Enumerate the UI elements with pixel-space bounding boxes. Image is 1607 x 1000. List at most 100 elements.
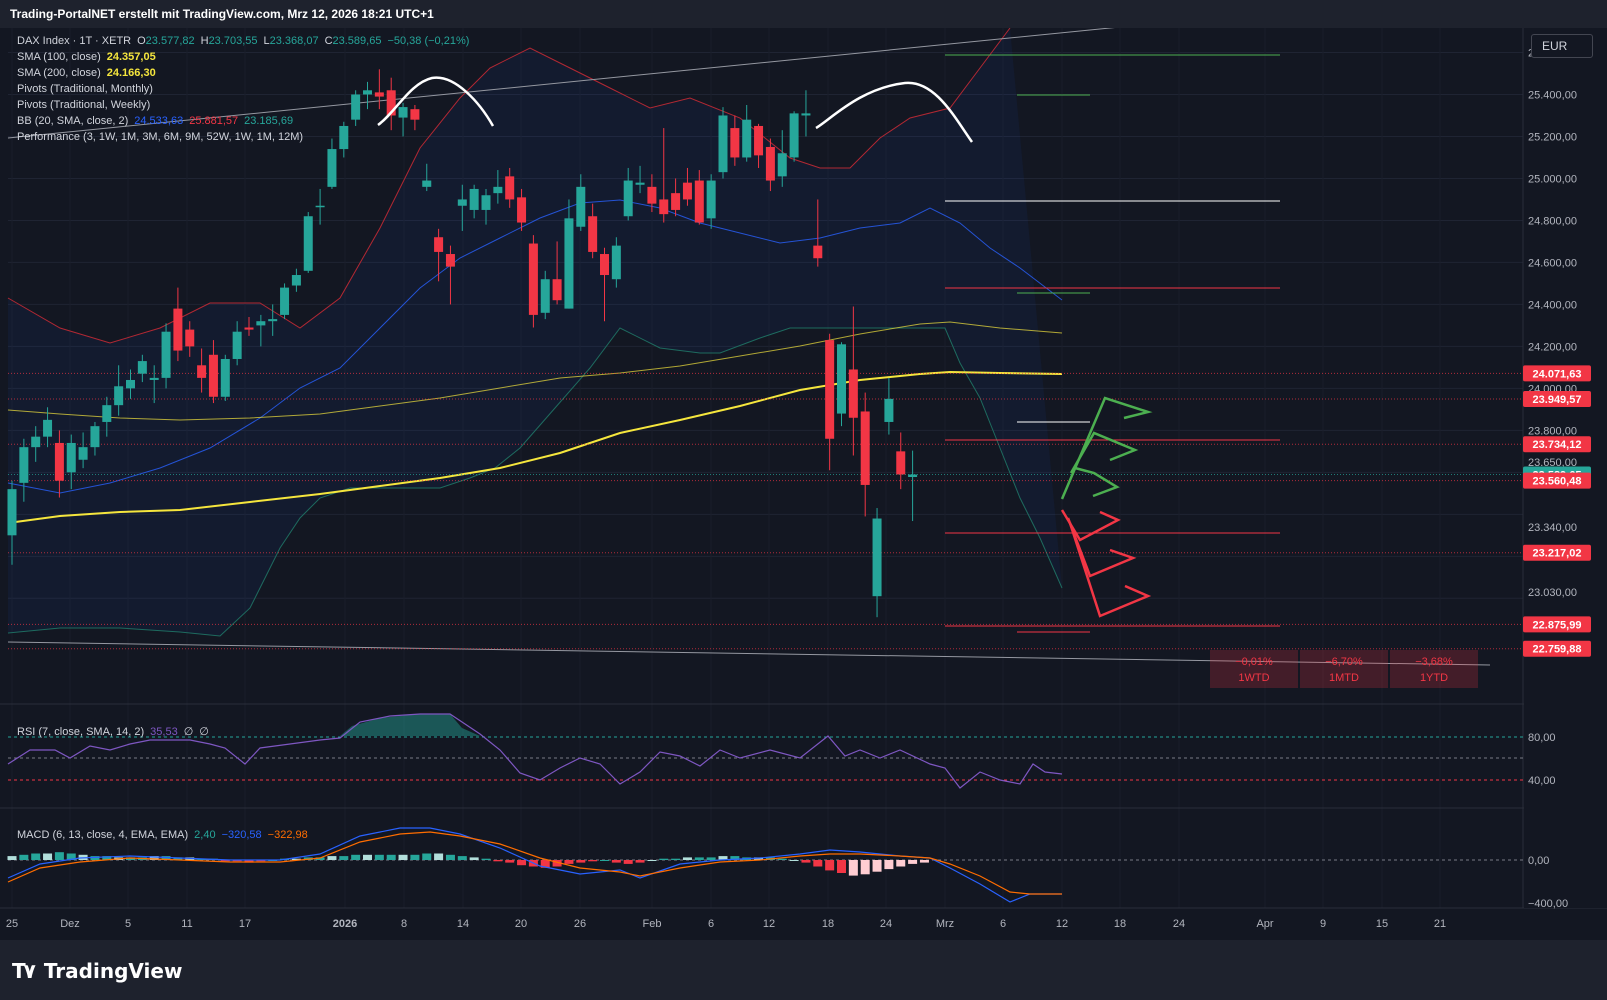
performance-value: −6,70% [1325,656,1363,668]
price-tick-label: 25.200,00 [1528,131,1577,143]
time-tick-label: 18 [1114,918,1126,930]
candle-body [137,361,147,374]
candle-body [280,287,290,315]
legend-sma100: SMA (100, close) 24.357,05 [17,49,162,65]
macd-hist-bar [493,860,503,862]
time-tick-label: 12 [1056,918,1068,930]
currency-button[interactable]: EUR [1531,34,1593,58]
macd-hist-bar [422,853,432,860]
macd-hist-bar [919,860,929,863]
macd-hist-bar [552,860,562,867]
time-tick-label: 15 [1376,918,1388,930]
macd-hist-bar [351,854,361,860]
candle-body [718,115,728,173]
macd-hist-bar [339,856,349,860]
macd-hist-bar [600,860,609,861]
candle-body [730,128,740,158]
macd-hist-bar [256,860,266,862]
price-label-text: 23.217,02 [1533,548,1582,560]
trendline-lower [7,641,1491,666]
price-tick-label: 23.650,00 [1528,457,1577,469]
macd-hist-bar [872,860,882,872]
candle-body [813,245,823,259]
rsi-value: 35,53 [150,726,178,738]
sma100-line [7,321,1063,421]
sma200-line [7,370,1063,524]
candle-body [647,186,657,204]
candle-body [588,216,598,252]
candle-body [469,188,479,210]
candle-body [114,386,124,406]
performance-period: 1YTD [1420,672,1448,684]
time-axis[interactable]: 25 Dez 5 11 17 2026 8 14 20 26 Feb 6 12 18 24 Mrz 6 12 18 2… [6,918,1446,930]
performance-cell [1390,650,1478,688]
performance-period: 1WTD [1238,672,1269,684]
logo-text: TradingView [43,959,183,983]
bb-up-value: 25.881,57 [189,115,239,127]
candle-body [291,275,301,286]
grid-lines [0,28,1607,909]
candle-body [884,398,894,422]
price-tick-label: 23.800,00 [1528,425,1577,437]
macd-hist-bar [777,858,787,860]
macd-hist-bar [19,854,29,860]
candle-body [43,419,53,437]
performance-label: Performance (3, 1W, 1M, 3M, 6M, 9M, 52W,… [17,131,304,143]
macd-legend: MACD (6, 13, close, 4, EMA, EMA) 2,40 −320… [17,827,314,843]
bb-upper-line [7,28,1011,344]
candle-body [564,218,574,309]
candle-body [386,90,396,116]
candle-body [801,113,811,116]
macd-hist-bar [126,857,135,860]
header-bar: Trading-PortalNET erstellt mit TradingVi… [0,0,1607,28]
candle-body [706,180,716,219]
green-path-3 [1074,466,1120,498]
time-tick-label: Apr [1256,918,1273,930]
candle-body [908,474,918,478]
sma200-label: SMA (200, close) [17,67,101,79]
price-chart[interactable]: −0,01%1WTD−6,70%1MTD−3,68%1YTD 25.600,00… [0,28,1607,940]
moving-averages [7,28,1491,666]
legend-performance: Performance (3, 1W, 1M, 3M, 6M, 9M, 52W,… [17,129,309,145]
macd-hist-bar [659,858,669,860]
annotation-drawings [377,76,1153,618]
rsi-label: RSI (7, close, SMA, 14, 2) [17,726,145,738]
candle-body [244,327,254,330]
close-label: C [324,35,333,47]
symbol-name: DAX Index · 1T · XETR [17,35,132,47]
macd-hist-bar [398,854,408,860]
candle-body [481,195,491,210]
macd-hist-bar [564,860,574,864]
macd-hist-bar [754,857,764,860]
price-label-text: 23.949,57 [1533,394,1582,406]
macd-signal-value: −322,98 [267,829,308,841]
candle-body [256,321,266,326]
tradingview-logo[interactable]: T٧ TradingView [12,958,182,984]
candle-body [173,308,183,351]
candle-body [517,197,527,223]
macd-hist-bar [896,860,906,867]
price-tick-label: 23.340,00 [1528,522,1577,534]
price-label-badge [1523,544,1591,561]
candle-body [268,319,278,322]
macd-hist-bar [410,854,420,860]
price-tick-label: 24.800,00 [1528,215,1577,227]
price-axis[interactable]: 25.600,0025.400,0025.200,0025.000,0024.8… [1523,28,1607,908]
candle-body [528,243,538,315]
price-tick-label: 24.600,00 [1528,257,1577,269]
macd-tick-label: −400,00 [1528,898,1568,910]
candle-body [339,125,349,150]
price-tick-label: 25.000,00 [1528,173,1577,185]
macd-hist-bar [445,854,455,860]
macd-hist-bar [682,857,692,860]
macd-hist-bar [623,860,633,864]
macd-hist-bar [66,853,76,860]
candle-body [90,426,100,448]
macd-hist-bar [244,860,254,863]
candle-body [7,489,17,536]
candle-body [457,199,467,206]
price-label-badge [1523,472,1591,489]
rsi-pane: 80,00 40,00 [7,713,1556,789]
macd-hist-bar [220,860,230,862]
macd-value: −320,58 [221,829,262,841]
